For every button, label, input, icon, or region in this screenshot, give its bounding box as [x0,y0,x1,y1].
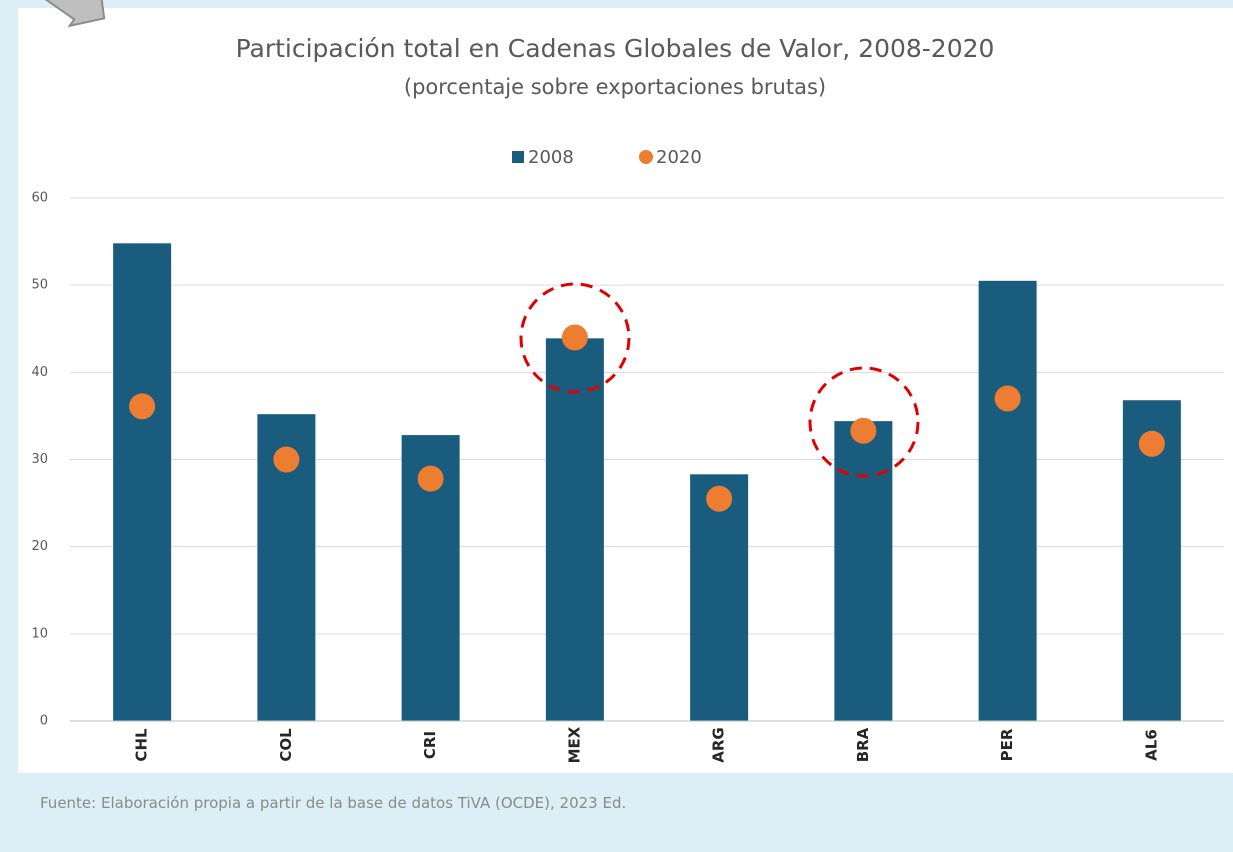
y-tick-label: 0 [40,714,48,729]
y-tick-label: 20 [31,539,48,554]
bar [834,421,893,721]
chart-title: Participación total en Cadenas Globales … [236,34,995,63]
dot [850,417,877,444]
dot [1138,430,1165,457]
source-note: Fuente: Elaboración propia a partir de l… [40,794,627,812]
y-tick-label: 60 [31,191,48,206]
x-tick-label: CRI [421,731,439,759]
legend-label: 2008 [528,147,574,168]
highlight-circle [808,366,920,478]
dot [994,385,1021,412]
chart-subtitle: (porcentaje sobre exportaciones brutas) [404,75,826,99]
bar [978,280,1037,721]
x-tick-label: CHL [133,728,151,762]
x-tick-label: BRA [854,727,872,762]
bar [545,338,604,721]
x-tick-label: COL [277,728,295,762]
dot [129,393,156,420]
x-tick-label: MEX [565,726,583,763]
y-tick-label: 50 [31,278,48,293]
y-tick-label: 10 [31,626,48,641]
arrow-icon [40,0,106,28]
y-tick-label: 40 [31,365,48,380]
dot [706,485,733,512]
bar [690,474,749,721]
dot [561,324,588,351]
x-tick-label: AL6 [1142,729,1160,761]
x-tick-label: ARG [710,727,728,762]
legend-swatch [639,150,653,164]
bar [113,243,172,721]
legend-swatch [512,151,524,163]
y-tick-label: 30 [31,452,48,467]
dot [273,446,300,473]
legend-label: 2020 [656,147,702,168]
dot [417,465,444,492]
highlight-circle [519,282,631,394]
x-tick-label: PER [998,728,1016,761]
